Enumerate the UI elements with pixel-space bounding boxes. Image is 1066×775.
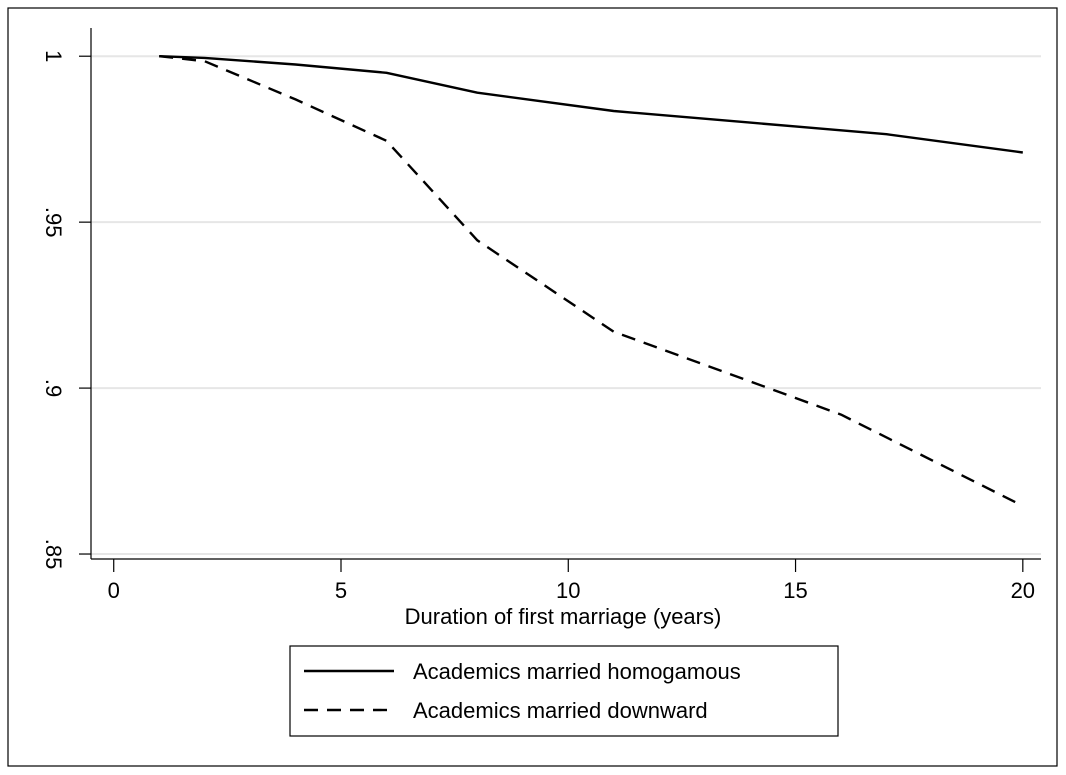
legend-label-downward: Academics married downward <box>413 698 708 723</box>
x-tick-label: 20 <box>1011 578 1035 603</box>
y-tick-label: .95 <box>41 207 66 238</box>
x-axis-title: Duration of first marriage (years) <box>405 604 722 629</box>
legend: Academics married homogamous Academics m… <box>289 645 839 737</box>
x-tick-label: 10 <box>556 578 580 603</box>
y-tick-label: .9 <box>41 379 66 397</box>
x-tick-label: 5 <box>335 578 347 603</box>
x-tick-label: 15 <box>783 578 807 603</box>
legend-label-homogamous: Academics married homogamous <box>413 659 741 684</box>
gridlines <box>91 55 1041 556</box>
x-ticks: 0 5 10 15 20 <box>108 559 1035 603</box>
y-tick-label: 1 <box>41 50 66 62</box>
y-tick-label: .85 <box>41 539 66 570</box>
legend-box <box>289 645 839 737</box>
y-ticks: .85 .9 .95 1 <box>41 50 91 569</box>
series-lines <box>159 55 1024 507</box>
axes <box>90 28 1041 560</box>
series-line-downward <box>159 55 1024 507</box>
series-line-homogamous <box>159 55 1023 154</box>
x-tick-label: 0 <box>108 578 120 603</box>
